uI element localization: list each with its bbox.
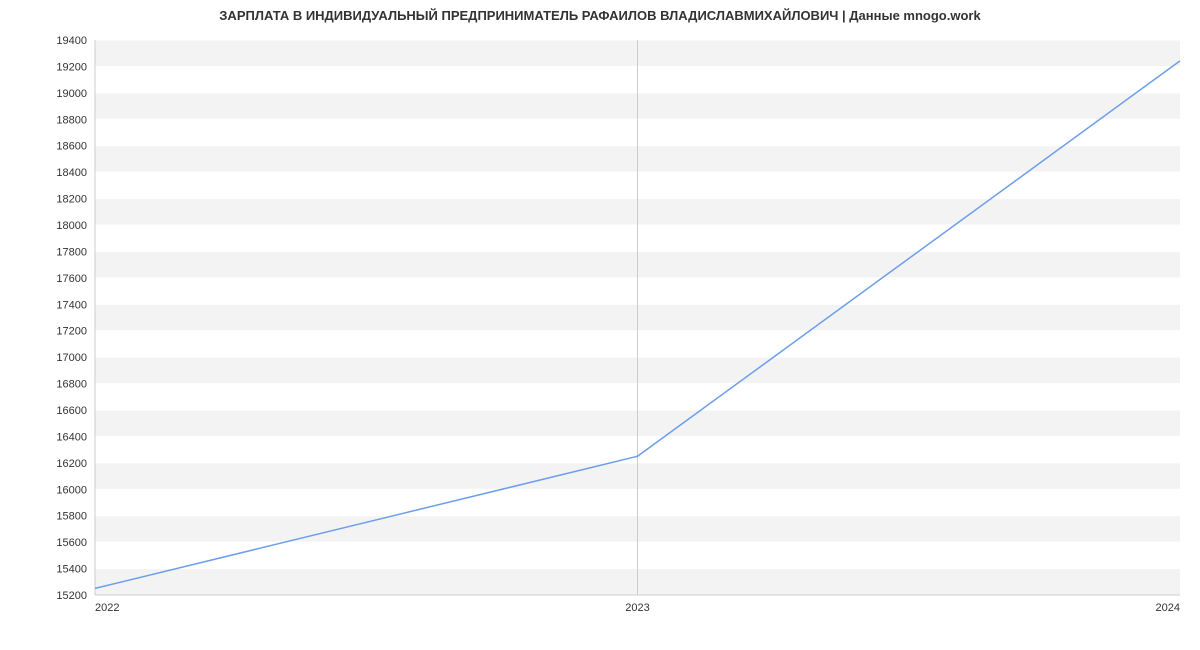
y-tick-label: 19400 xyxy=(56,35,87,47)
y-tick-label: 17000 xyxy=(56,352,87,364)
chart-container: ЗАРПЛАТА В ИНДИВИДУАЛЬНЫЙ ПРЕДПРИНИМАТЕЛ… xyxy=(0,0,1200,650)
x-tick-label: 2023 xyxy=(625,602,649,614)
y-tick-label: 15600 xyxy=(56,537,87,549)
y-tick-label: 15400 xyxy=(56,564,87,576)
y-tick-label: 16200 xyxy=(56,458,87,470)
y-tick-label: 18800 xyxy=(56,114,87,126)
y-tick-label: 18400 xyxy=(56,167,87,179)
y-tick-label: 16000 xyxy=(56,484,87,496)
y-tick-label: 17200 xyxy=(56,326,87,338)
y-tick-label: 18000 xyxy=(56,220,87,232)
y-tick-label: 16800 xyxy=(56,379,87,391)
y-tick-label: 15800 xyxy=(56,511,87,523)
y-tick-label: 18200 xyxy=(56,194,87,206)
y-tick-label: 17800 xyxy=(56,246,87,258)
y-tick-label: 16600 xyxy=(56,405,87,417)
chart-svg: 15200 15400 15600 15800 16000 16200 16400 16600… xyxy=(0,0,1200,650)
y-tick-label: 17400 xyxy=(56,299,87,311)
x-tick-label: 2024 xyxy=(1156,602,1180,614)
y-tick-label: 16400 xyxy=(56,431,87,443)
y-tick-label: 18600 xyxy=(56,141,87,153)
y-tick-label: 17600 xyxy=(56,273,87,285)
y-tick-label: 19200 xyxy=(56,61,87,73)
y-tick-label: 19000 xyxy=(56,88,87,100)
x-tick-label: 2022 xyxy=(95,602,119,614)
y-tick-label: 15200 xyxy=(56,590,87,602)
